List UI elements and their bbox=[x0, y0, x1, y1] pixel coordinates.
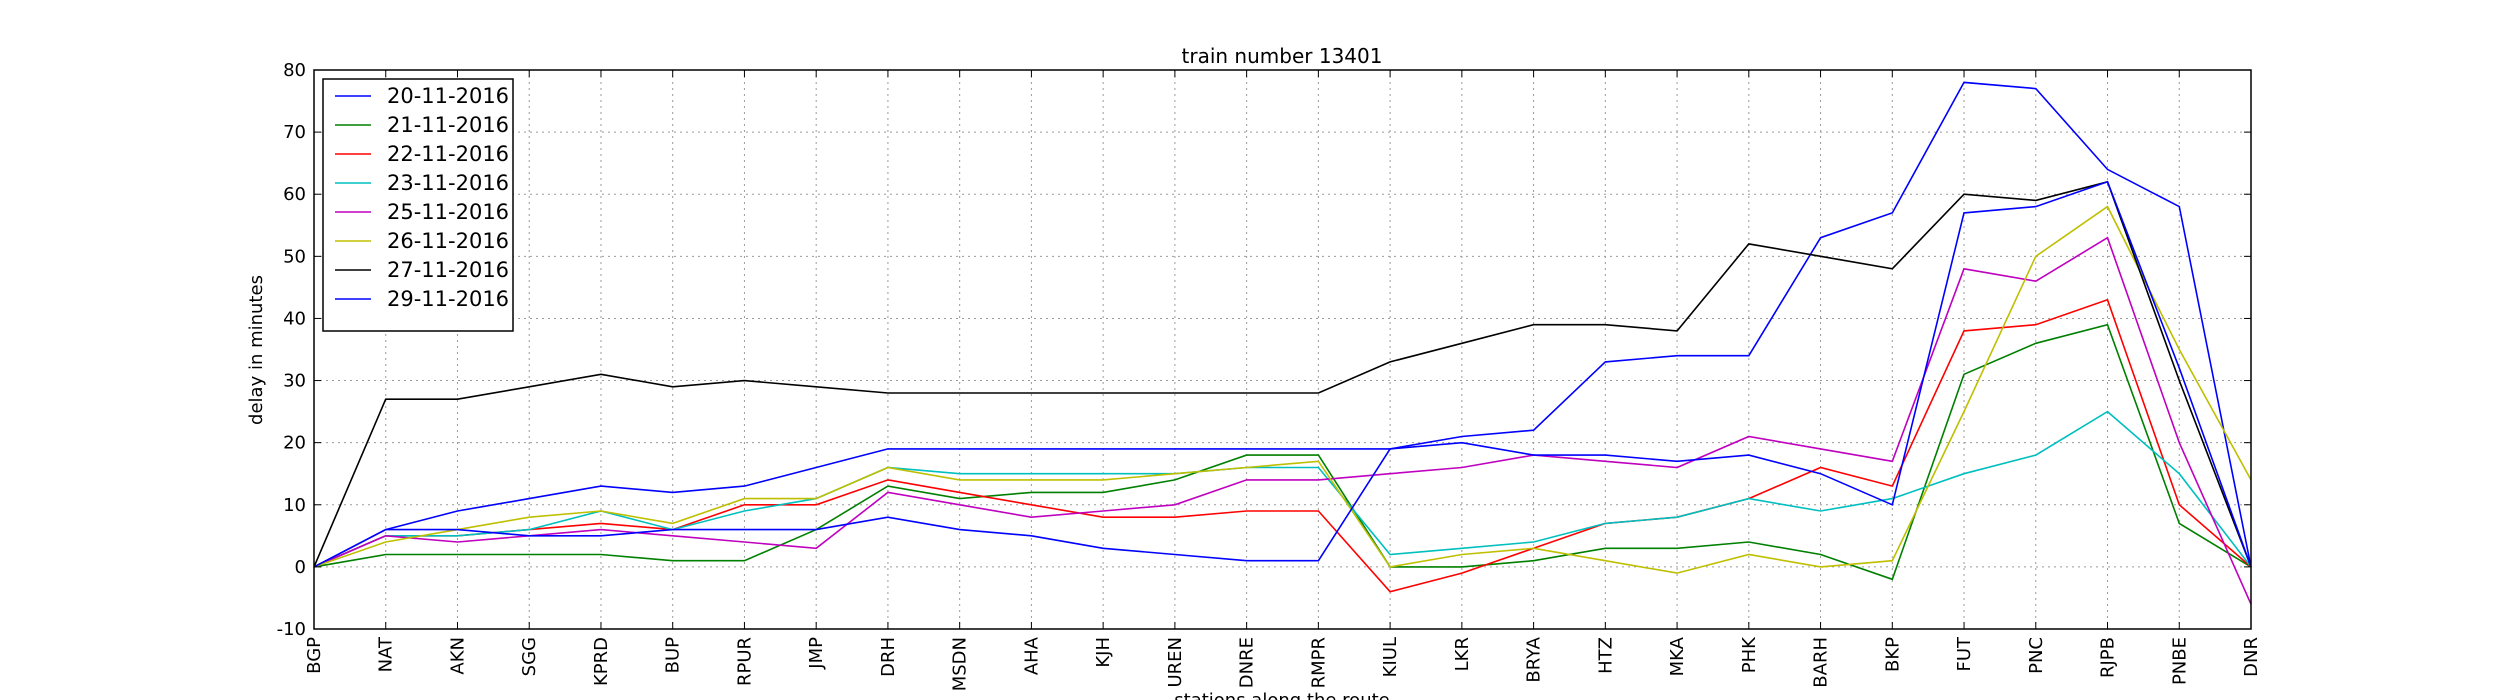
x-tick-label: AHA bbox=[1021, 636, 1042, 675]
series-lines bbox=[313, 81, 2252, 605]
x-tick-label: PNBE bbox=[2169, 637, 2190, 685]
y-tick-label: 50 bbox=[283, 246, 306, 267]
x-tick-label: MSDN bbox=[950, 637, 971, 691]
x-tick-label: KPRD bbox=[591, 637, 612, 686]
x-tick-label: LKR bbox=[1452, 637, 1473, 671]
x-tick-label: DRH bbox=[878, 637, 899, 677]
y-axis-label: delay in minutes bbox=[246, 275, 267, 425]
x-axis-ticks: BGP NAT AKN SGG KPRD BUP RPUR JMP DRH MSDN AHA KJH U… bbox=[304, 70, 2262, 691]
chart-title: train number 13401 bbox=[1182, 44, 1383, 68]
series-line-20-11-2016 bbox=[313, 81, 2252, 568]
legend-box bbox=[322, 78, 514, 332]
series-line-21-11-2016 bbox=[313, 323, 2252, 581]
series-line-26-11-2016 bbox=[313, 205, 2252, 574]
series-line-22-11-2016 bbox=[313, 298, 2252, 593]
x-tick-label: DNR bbox=[2241, 637, 2262, 677]
y-tick-label: 30 bbox=[283, 371, 306, 392]
y-tick-label: 20 bbox=[283, 433, 306, 454]
legend-label: 21-11-2016 bbox=[387, 113, 509, 137]
legend-label: 27-11-2016 bbox=[387, 258, 509, 282]
x-tick-label: HTZ bbox=[1595, 637, 1616, 674]
y-tick-label: 10 bbox=[283, 495, 306, 516]
x-tick-label: RPUR bbox=[734, 637, 755, 686]
x-tick-label: KJH bbox=[1093, 637, 1114, 668]
legend-label: 26-11-2016 bbox=[387, 229, 509, 253]
y-tick-label: 80 bbox=[283, 60, 306, 81]
x-tick-label: SGG bbox=[519, 637, 540, 676]
legend-label: 20-11-2016 bbox=[387, 84, 509, 108]
x-tick-label: NAT bbox=[376, 636, 397, 672]
plot-frame bbox=[313, 69, 2252, 630]
y-tick-label: 60 bbox=[283, 184, 306, 205]
x-tick-label: RJPB bbox=[2098, 637, 2119, 678]
x-tick-label: PNC bbox=[2026, 637, 2047, 674]
legend: 20-11-2016 21-11-2016 22-11-2016 23-11-2016… bbox=[322, 78, 514, 332]
y-axis-ticks: -10 0 10 20 30 40 50 60 70 80 bbox=[277, 60, 2251, 640]
x-tick-label: UREN bbox=[1165, 637, 1186, 688]
x-tick-label: KIUL bbox=[1380, 637, 1401, 677]
legend-label: 25-11-2016 bbox=[387, 200, 509, 224]
x-tick-label: RMPR bbox=[1308, 637, 1329, 688]
y-tick-label: -10 bbox=[277, 619, 306, 640]
x-tick-label: BKP bbox=[1882, 637, 1903, 672]
x-tick-label: BRYA bbox=[1524, 636, 1545, 682]
y-tick-label: 0 bbox=[295, 557, 306, 578]
series-line-29-11-2016 bbox=[313, 180, 2252, 568]
legend-label: 29-11-2016 bbox=[387, 287, 509, 311]
x-axis-label: stations along the route bbox=[1174, 690, 1389, 700]
y-tick-label: 40 bbox=[283, 308, 306, 329]
x-tick-label: AKN bbox=[447, 637, 468, 675]
x-tick-label: DNRE bbox=[1237, 637, 1258, 688]
legend-label: 23-11-2016 bbox=[387, 171, 509, 195]
x-tick-label: BARH bbox=[1811, 637, 1832, 688]
x-tick-label: MKA bbox=[1667, 636, 1688, 676]
x-tick-label: PHK bbox=[1739, 636, 1760, 673]
legend-label: 22-11-2016 bbox=[387, 142, 509, 166]
x-tick-label: BGP bbox=[304, 637, 325, 674]
y-tick-label: 70 bbox=[283, 122, 306, 143]
grid bbox=[313, 69, 2252, 630]
series-line-27-11-2016 bbox=[313, 180, 2252, 568]
x-tick-label: FUT bbox=[1954, 636, 1975, 672]
series-line-23-11-2016 bbox=[313, 410, 2252, 568]
series-line-25-11-2016 bbox=[313, 236, 2252, 605]
x-tick-label: BUP bbox=[663, 637, 684, 674]
x-tick-label: JMP bbox=[806, 637, 827, 670]
